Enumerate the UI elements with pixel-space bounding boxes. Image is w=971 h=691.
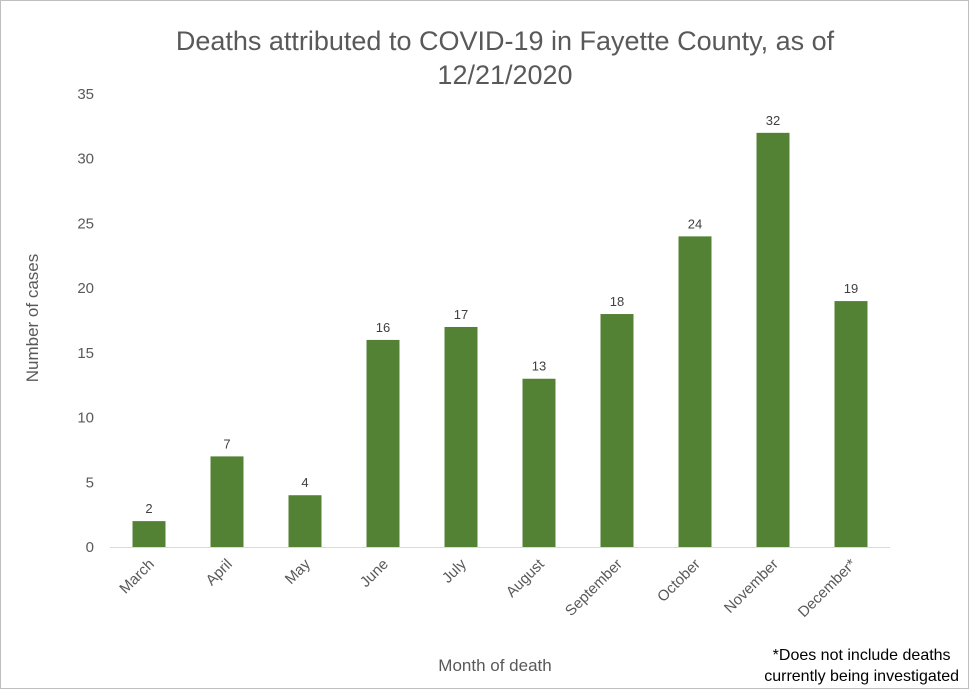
footnote-line-2: currently being investigated	[764, 668, 959, 685]
data-label: 13	[532, 359, 546, 374]
x-tick-label: April	[203, 556, 236, 589]
data-label: 17	[454, 307, 468, 322]
data-label: 24	[688, 216, 702, 231]
footnote-line-1: *Does not include deaths	[772, 647, 951, 664]
bar	[834, 301, 868, 547]
data-label: 2	[145, 501, 152, 516]
bar	[132, 521, 166, 547]
chart-title-line-2: 12/21/2020	[437, 60, 573, 90]
bar	[756, 132, 790, 548]
bar	[522, 378, 556, 547]
x-tick-label: March	[116, 556, 157, 597]
y-tick-label: 35	[77, 86, 94, 103]
x-tick-label: September	[562, 556, 626, 620]
y-tick-label: 25	[77, 215, 94, 232]
data-label: 32	[766, 113, 780, 128]
bar	[444, 326, 478, 547]
x-axis-label: Month of death	[438, 656, 552, 675]
bar	[366, 339, 400, 547]
y-tick-label: 30	[77, 151, 94, 168]
data-label: 16	[376, 320, 390, 335]
bar	[288, 495, 322, 547]
y-tick-label: 0	[86, 539, 94, 556]
y-tick-label: 5	[86, 474, 94, 491]
y-tick-label: 15	[77, 345, 94, 362]
chart-title-line-1: Deaths attributed to COVID-19 in Fayette…	[175, 26, 835, 56]
y-tick-label: 20	[77, 280, 94, 297]
bar	[600, 314, 634, 547]
bar	[210, 456, 244, 547]
footnote: *Does not include deaths currently being…	[764, 645, 959, 687]
x-tick-label: June	[357, 556, 392, 591]
x-tick-label: October	[654, 556, 704, 606]
x-tick-label: November	[721, 556, 782, 617]
bar	[678, 236, 712, 547]
data-label: 18	[610, 294, 624, 309]
y-tick-label: 10	[77, 410, 94, 427]
data-label: 19	[844, 281, 858, 296]
x-tick-label: August	[503, 555, 549, 601]
data-label: 7	[223, 436, 230, 451]
x-tick-label: December*	[795, 556, 860, 621]
x-tick-label: July	[439, 555, 470, 586]
data-label: 4	[301, 475, 308, 490]
x-tick-label: May	[282, 555, 314, 587]
chart-title: Deaths attributed to COVID-19 in Fayette…	[140, 24, 870, 92]
